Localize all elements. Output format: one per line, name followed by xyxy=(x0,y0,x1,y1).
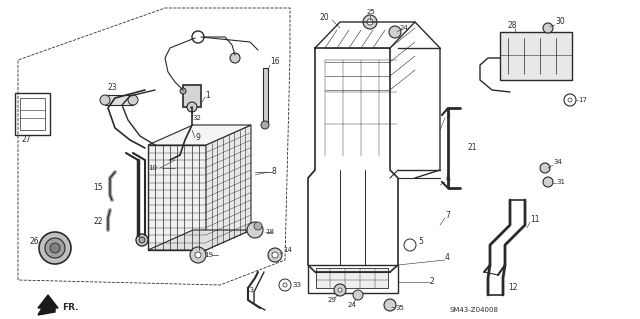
Circle shape xyxy=(195,252,201,258)
Text: 8: 8 xyxy=(272,167,276,176)
Polygon shape xyxy=(206,125,251,250)
Text: 25: 25 xyxy=(367,9,376,15)
Polygon shape xyxy=(38,295,58,315)
Text: 22: 22 xyxy=(93,218,102,226)
Bar xyxy=(263,68,268,123)
Text: FR.: FR. xyxy=(62,303,79,313)
Text: 1: 1 xyxy=(205,91,210,100)
Text: 20: 20 xyxy=(320,13,330,23)
Text: 5: 5 xyxy=(418,238,423,247)
Text: 28: 28 xyxy=(508,20,518,29)
Text: 34: 34 xyxy=(553,159,562,165)
Text: 2: 2 xyxy=(430,278,435,286)
Circle shape xyxy=(353,290,363,300)
Circle shape xyxy=(192,31,204,43)
Bar xyxy=(316,268,388,288)
Circle shape xyxy=(261,121,269,129)
Text: 7: 7 xyxy=(445,211,450,219)
Circle shape xyxy=(334,284,346,296)
Circle shape xyxy=(543,177,553,187)
Bar xyxy=(148,145,206,250)
Circle shape xyxy=(272,252,278,258)
Text: 21: 21 xyxy=(468,144,477,152)
Text: 23: 23 xyxy=(108,84,118,93)
Circle shape xyxy=(50,243,60,253)
Circle shape xyxy=(268,248,282,262)
Text: 9: 9 xyxy=(195,133,200,143)
Text: 14: 14 xyxy=(283,247,292,253)
Polygon shape xyxy=(148,230,251,250)
Circle shape xyxy=(279,279,291,291)
Circle shape xyxy=(540,163,550,173)
Bar xyxy=(20,98,45,130)
Text: 19: 19 xyxy=(204,252,213,258)
Circle shape xyxy=(187,102,197,112)
Bar xyxy=(500,32,572,80)
Circle shape xyxy=(283,283,287,287)
Text: 18: 18 xyxy=(265,229,274,235)
Text: 24: 24 xyxy=(400,25,409,31)
Text: 33: 33 xyxy=(292,282,301,288)
Text: 24: 24 xyxy=(348,302,356,308)
Text: 11: 11 xyxy=(530,216,540,225)
Circle shape xyxy=(180,88,186,94)
Circle shape xyxy=(404,239,416,251)
Polygon shape xyxy=(148,125,251,145)
Text: 6: 6 xyxy=(445,175,450,184)
Circle shape xyxy=(543,23,553,33)
Circle shape xyxy=(367,19,373,25)
Circle shape xyxy=(247,222,263,238)
Circle shape xyxy=(128,95,138,105)
Circle shape xyxy=(568,98,572,102)
Circle shape xyxy=(254,222,262,230)
Text: 12: 12 xyxy=(508,284,518,293)
Text: 26: 26 xyxy=(30,238,40,247)
Text: 16: 16 xyxy=(270,57,280,66)
Bar xyxy=(308,265,398,293)
Circle shape xyxy=(39,232,71,264)
Circle shape xyxy=(564,94,576,106)
Text: SM43-Z04008: SM43-Z04008 xyxy=(450,307,499,313)
Text: 17: 17 xyxy=(578,97,587,103)
Bar xyxy=(105,95,133,105)
Text: 32: 32 xyxy=(192,115,201,121)
Circle shape xyxy=(363,15,377,29)
Text: 30: 30 xyxy=(555,18,564,26)
Circle shape xyxy=(384,299,396,311)
Circle shape xyxy=(136,234,148,246)
Text: 27: 27 xyxy=(22,136,31,145)
Circle shape xyxy=(100,95,110,105)
Circle shape xyxy=(230,53,240,63)
Text: 29: 29 xyxy=(328,297,337,303)
Text: 35: 35 xyxy=(395,305,404,311)
Circle shape xyxy=(338,288,342,292)
Circle shape xyxy=(190,247,206,263)
Text: 4: 4 xyxy=(445,254,450,263)
Text: 15: 15 xyxy=(93,183,102,192)
Bar xyxy=(15,93,50,135)
Circle shape xyxy=(45,238,65,258)
Text: 13: 13 xyxy=(245,287,254,293)
Text: 3: 3 xyxy=(445,110,450,120)
Text: 31: 31 xyxy=(556,179,565,185)
Text: 10: 10 xyxy=(148,165,157,171)
Circle shape xyxy=(139,237,145,243)
Circle shape xyxy=(389,26,401,38)
Bar xyxy=(183,85,201,107)
